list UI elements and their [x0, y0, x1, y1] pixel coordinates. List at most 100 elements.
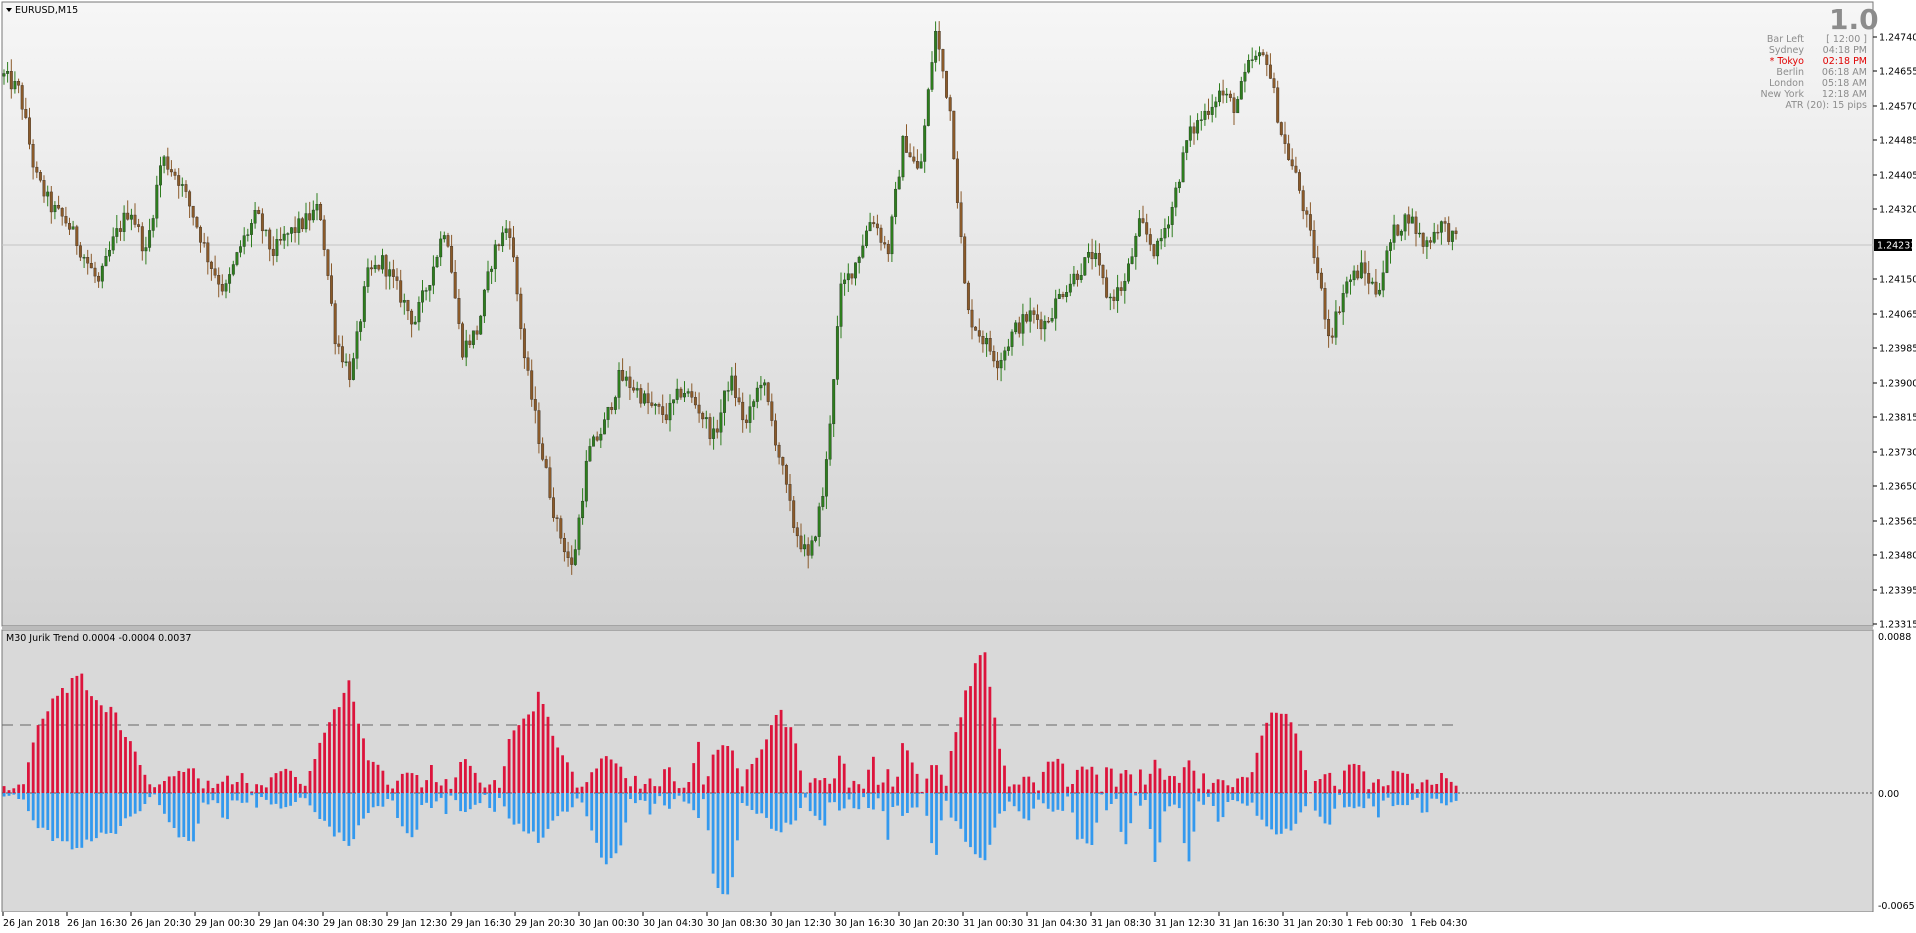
candle-body — [13, 81, 17, 90]
candle-body — [1119, 287, 1123, 291]
candle-body — [937, 31, 941, 50]
candle-body — [843, 279, 847, 284]
candle-body — [1425, 240, 1429, 247]
histogram-bar — [80, 793, 84, 848]
candle-body — [1072, 273, 1076, 285]
indicator-label: M30 Jurik Trend 0.0004 -0.0004 0.0037 — [6, 633, 191, 644]
histogram-bar — [745, 769, 749, 793]
histogram-bar — [425, 793, 428, 803]
candle-body — [162, 156, 166, 166]
histogram-bar — [221, 781, 224, 793]
candle-body — [457, 298, 461, 324]
histogram-bar — [634, 775, 637, 793]
candle-body — [1181, 152, 1185, 183]
histogram-bar — [711, 754, 715, 793]
histogram-bar — [386, 793, 390, 799]
histogram-bar — [828, 783, 832, 793]
histogram-bar — [799, 793, 802, 808]
candle-body — [1068, 283, 1072, 293]
histogram-bar — [604, 793, 608, 865]
time-tick-label: 30 Jan 08:30 — [707, 918, 767, 929]
histogram-bar — [920, 793, 924, 794]
histogram-bar — [910, 762, 914, 793]
histogram-bar — [1425, 793, 1429, 813]
histogram-bar — [2, 793, 6, 797]
histogram-bar — [682, 793, 686, 802]
time-tick-label: 29 Jan 00:30 — [195, 918, 255, 929]
histogram-bar — [1032, 782, 1035, 793]
histogram-bar — [1357, 765, 1361, 793]
candle-body — [1046, 320, 1050, 323]
candle-body — [20, 85, 24, 110]
dropdown-arrow-icon[interactable] — [6, 8, 12, 12]
histogram-bar — [1134, 791, 1137, 793]
histogram-bar — [1309, 792, 1312, 793]
histogram-bar — [99, 705, 103, 793]
histogram-bar — [1352, 763, 1356, 793]
candle-body — [508, 228, 512, 238]
candle-body — [199, 226, 202, 243]
candle-body — [1450, 230, 1454, 242]
histogram-bar — [1139, 793, 1142, 806]
candle-body — [897, 176, 901, 190]
histogram-bar — [1420, 782, 1424, 793]
info-row-value: 06:18 AM — [1822, 67, 1867, 78]
histogram-bar — [706, 776, 710, 793]
time-tick-label: 31 Jan 04:30 — [1027, 918, 1087, 929]
candle-body — [617, 370, 621, 398]
histogram-bar — [1022, 776, 1026, 793]
candle-body — [471, 330, 475, 345]
histogram-bar — [939, 793, 943, 821]
time-tick-label: 31 Jan 16:30 — [1219, 918, 1279, 929]
candle-body — [894, 188, 898, 217]
histogram-bar — [653, 793, 657, 804]
histogram-bar — [857, 793, 861, 810]
candle-body — [348, 361, 352, 380]
histogram-bar — [935, 793, 938, 855]
candle-body — [1101, 264, 1105, 279]
candle-body — [300, 218, 304, 230]
histogram-bar — [483, 787, 487, 793]
time-tick-label: 30 Jan 12:30 — [771, 918, 831, 929]
histogram-bar — [114, 712, 118, 793]
time-tick-label: 29 Jan 16:30 — [451, 918, 511, 929]
candle-body — [1443, 221, 1447, 224]
histogram-bar — [172, 776, 176, 793]
price-axis[interactable] — [1874, 2, 1916, 912]
time-axis[interactable] — [0, 912, 1916, 933]
candle-body — [453, 272, 457, 299]
histogram-bar — [546, 716, 550, 793]
histogram-bar — [488, 784, 492, 793]
histogram-bar — [1425, 779, 1429, 793]
histogram-bar — [133, 751, 137, 793]
histogram-bar — [1323, 774, 1327, 793]
candle-body — [515, 257, 519, 295]
candle-body — [930, 62, 934, 90]
histogram-bar — [473, 772, 477, 793]
candle-body — [497, 244, 501, 247]
histogram-bar — [677, 793, 681, 796]
candle-body — [1025, 314, 1029, 322]
candle-body — [184, 184, 188, 192]
histogram-bar — [736, 768, 739, 793]
info-row-label: Sydney — [1769, 45, 1805, 56]
candle-body — [1389, 242, 1392, 251]
candle-body — [166, 156, 170, 170]
histogram-bar — [7, 793, 11, 796]
histogram-bar — [833, 778, 836, 793]
candle-body — [373, 264, 377, 270]
histogram-bar — [143, 793, 147, 804]
candle-body — [934, 31, 938, 63]
histogram-bar — [561, 755, 564, 793]
candle-body — [1036, 314, 1039, 320]
candle-body — [1057, 294, 1061, 299]
histogram-bar — [964, 690, 967, 793]
histogram-bar — [643, 784, 647, 793]
histogram-bar — [226, 775, 229, 793]
candle-body — [1290, 159, 1294, 167]
candle-body — [151, 218, 155, 231]
candle-body — [359, 321, 363, 332]
info-big-value: 1.0 — [1829, 3, 1879, 36]
panel-splitter[interactable] — [2, 626, 1873, 630]
